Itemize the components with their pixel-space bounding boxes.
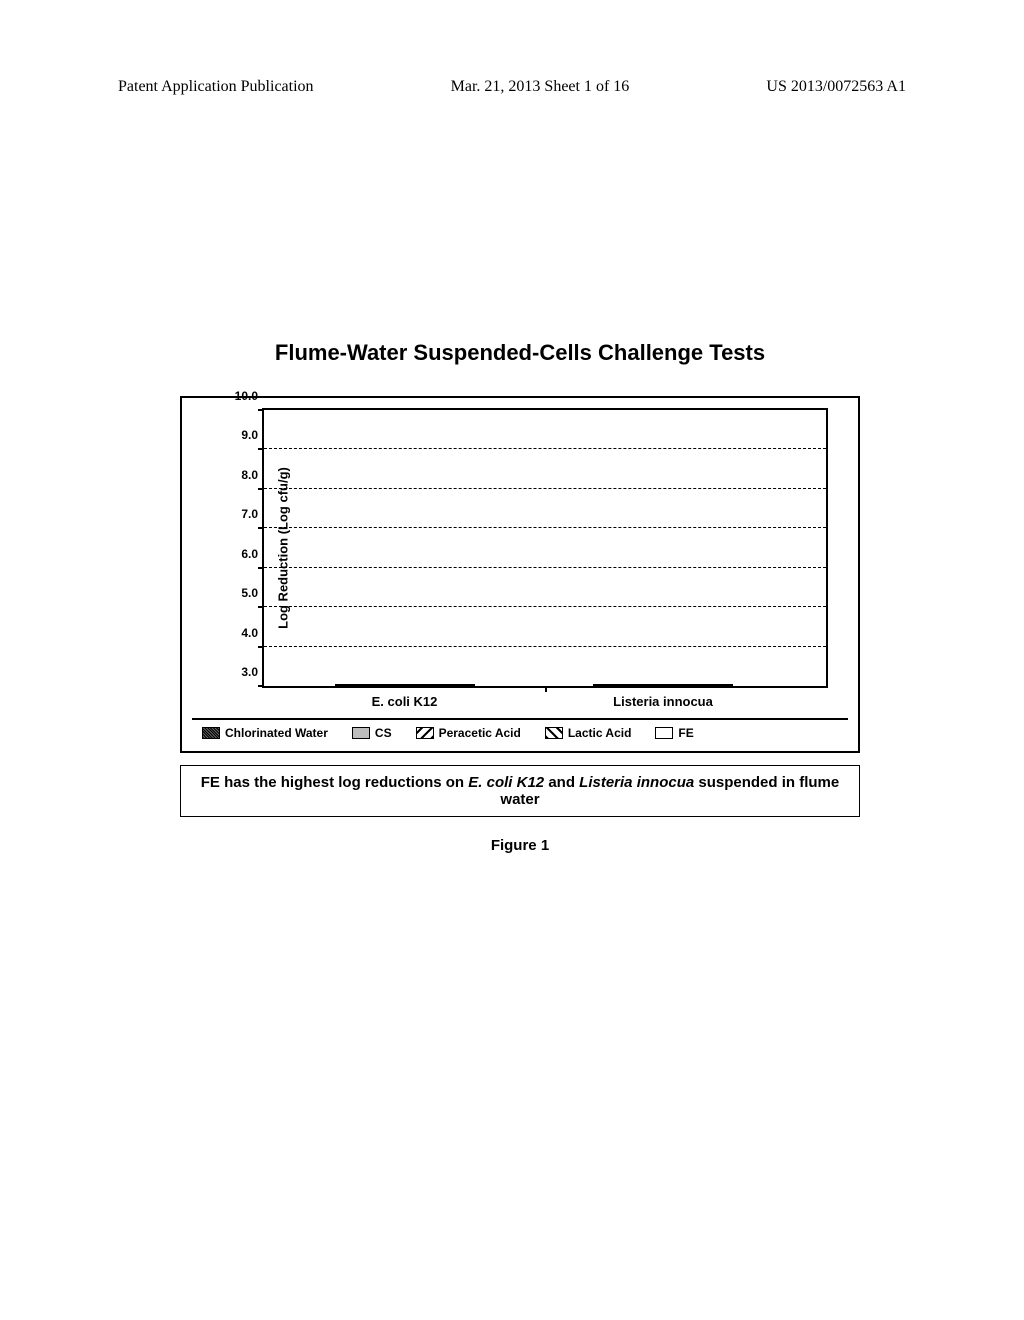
y-tick-mark <box>258 448 264 450</box>
bar-chlorinated <box>593 684 621 686</box>
gridline <box>264 488 826 489</box>
gridline <box>264 527 826 528</box>
chart-box: Log Reduction (Log cfu/g) 3.04.05.06.07.… <box>180 396 860 753</box>
caption-box: FE has the highest log reductions on E. … <box>180 765 860 817</box>
bar-lactic <box>419 684 447 686</box>
legend-item: Chlorinated Water <box>202 726 328 740</box>
y-tick-label: 6.0 <box>241 547 258 561</box>
legend-swatch-peracetic <box>416 727 434 739</box>
bar-group <box>335 684 475 686</box>
figure-label: Figure 1 <box>180 837 860 854</box>
bar-cs <box>621 684 649 686</box>
legend-swatch-fe <box>655 727 673 739</box>
legend-label: Chlorinated Water <box>225 726 328 740</box>
legend-item: CS <box>352 726 392 740</box>
y-tick-label: 8.0 <box>241 468 258 482</box>
legend-swatch-chlorinated <box>202 727 220 739</box>
chart-legend: Chlorinated Water CS Peracetic Acid Lactic … <box>192 718 848 746</box>
gridline <box>264 606 826 607</box>
chart-title: Flume-Water Suspended-Cells Challenge Te… <box>180 340 860 366</box>
caption-prefix: FE has the highest log reductions on <box>201 774 469 791</box>
y-tick-mark <box>258 646 264 648</box>
gridline <box>264 646 826 647</box>
legend-swatch-lactic <box>545 727 563 739</box>
legend-label: Lactic Acid <box>568 726 632 740</box>
y-tick-mark <box>258 606 264 608</box>
y-tick-label: 3.0 <box>241 665 258 679</box>
x-tick-label: E. coli K12 <box>372 694 438 709</box>
y-tick-mark <box>258 567 264 569</box>
bar-peracetic <box>649 684 677 686</box>
legend-label: Peracetic Acid <box>439 726 521 740</box>
gridline <box>264 448 826 449</box>
y-tick-mark <box>258 685 264 687</box>
gridline <box>264 567 826 568</box>
y-tick-mark <box>258 409 264 411</box>
bar-chlorinated <box>335 684 363 686</box>
legend-item: FE <box>655 726 693 740</box>
page-header: Patent Application Publication Mar. 21, … <box>0 78 1024 96</box>
caption-mid: and <box>544 774 579 791</box>
x-tick-label: Listeria innocua <box>613 694 713 709</box>
y-tick-label: 4.0 <box>241 626 258 640</box>
y-tick-label: 10.0 <box>235 389 258 403</box>
bar-lactic <box>677 684 705 686</box>
chart-area: Log Reduction (Log cfu/g) 3.04.05.06.07.… <box>262 408 828 688</box>
header-center: Mar. 21, 2013 Sheet 1 of 16 <box>451 78 630 96</box>
bar-fe <box>447 684 475 686</box>
legend-item: Peracetic Acid <box>416 726 521 740</box>
y-tick-mark <box>258 527 264 529</box>
plot-area: 3.04.05.06.07.08.09.010.0E. coli K12List… <box>262 408 828 688</box>
y-tick-label: 9.0 <box>241 428 258 442</box>
legend-swatch-cs <box>352 727 370 739</box>
header-left: Patent Application Publication <box>118 78 314 96</box>
bar-cs <box>363 684 391 686</box>
legend-item: Lactic Acid <box>545 726 632 740</box>
caption-italic-1: E. coli K12 <box>468 774 544 791</box>
y-tick-label: 7.0 <box>241 507 258 521</box>
y-tick-mark <box>258 488 264 490</box>
caption-italic-2: Listeria innocua <box>579 774 694 791</box>
legend-label: CS <box>375 726 392 740</box>
bar-group <box>593 684 733 686</box>
header-right: US 2013/0072563 A1 <box>766 78 906 96</box>
legend-label: FE <box>678 726 693 740</box>
bar-fe <box>705 684 733 686</box>
x-tick-mark <box>545 686 547 692</box>
y-tick-label: 5.0 <box>241 586 258 600</box>
figure-container: Flume-Water Suspended-Cells Challenge Te… <box>180 340 860 854</box>
bar-peracetic <box>391 684 419 686</box>
